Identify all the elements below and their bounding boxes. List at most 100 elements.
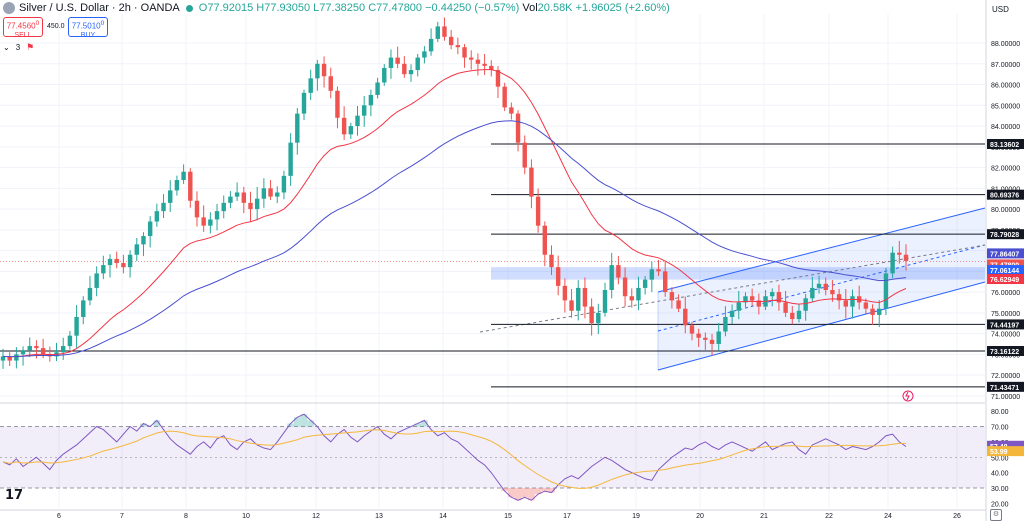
candle-body (810, 287, 815, 299)
candle-body (114, 258, 119, 264)
candle-body (188, 171, 193, 201)
sell-button[interactable]: 77.45600 SELL (3, 17, 43, 39)
alert-bolt-icon (905, 391, 910, 401)
ema-slow-line (2, 120, 907, 358)
volume-change: +1.96025 (+2.60%) (575, 2, 670, 14)
candle-body (642, 279, 648, 288)
price-label-text: 77.06144 (990, 268, 1019, 275)
candle-body (361, 105, 367, 116)
candle-body (562, 285, 568, 301)
ohlc-change: −0.44250 (−0.57%) (425, 2, 520, 14)
indicators-toggle[interactable]: ⌄ 3 ⚑ (3, 42, 34, 53)
candle-body (790, 312, 795, 320)
price-label-box (987, 265, 1024, 276)
candle-body (315, 63, 320, 79)
time-tick-label: 10 (242, 513, 250, 520)
candle-body (234, 192, 240, 197)
candle-body (107, 258, 113, 266)
candle-body (535, 196, 541, 226)
spread-value: 450.0 (47, 23, 65, 30)
candle-body (689, 325, 695, 334)
channel-fill (658, 208, 985, 370)
candle-body (154, 211, 160, 222)
candle-body (355, 115, 360, 127)
candle-body (743, 296, 748, 303)
price-label-box (987, 274, 1024, 285)
candle-body (616, 265, 621, 278)
price-tick-label: 74.00000 (991, 332, 1020, 339)
candle-body (308, 78, 313, 93)
dashed-trendline (479, 244, 986, 333)
candle-body (201, 217, 206, 226)
candle-body (67, 335, 73, 347)
candle-body (596, 312, 601, 324)
time-tick-label: 22 (825, 513, 833, 520)
sell-price: 77.4560 (6, 21, 36, 31)
candle-body (569, 300, 574, 311)
candle-body (816, 283, 822, 288)
candle-body (348, 126, 354, 135)
candle-body (469, 57, 474, 60)
symbol-title[interactable]: Silver / U.S. Dollar · 2h · OANDA (19, 2, 180, 14)
candle-body (609, 265, 614, 291)
time-tick-label: 6 (57, 513, 61, 520)
rsi-tick-label: 80.00 (991, 409, 1009, 416)
candle-body (830, 290, 835, 295)
price-tick-label: 80.00000 (991, 207, 1020, 214)
candle-body (127, 254, 133, 268)
settings-gear-icon[interactable]: ⚙ (990, 509, 1002, 521)
candle-body (60, 346, 66, 353)
candles (0, 17, 909, 369)
candle-body (555, 267, 561, 286)
symbol-logo-icon (3, 2, 15, 14)
candle-body (435, 26, 440, 39)
candle-body (736, 302, 741, 311)
ohlc-close: C77.47800 (368, 2, 423, 14)
candle-body (288, 142, 293, 176)
ohlc-high: H77.93050 (256, 2, 311, 14)
candle-body (20, 350, 26, 355)
candle-body (509, 107, 514, 114)
candle-body (836, 294, 842, 301)
price-tick-label: 76.00000 (991, 290, 1020, 297)
time-tick-label: 13 (375, 513, 383, 520)
candle-body (408, 70, 414, 75)
channel-upper-line (657, 207, 986, 293)
flag-icon[interactable]: ⚑ (26, 42, 35, 52)
candle-body (147, 221, 153, 237)
candle-body (883, 273, 889, 309)
candle-body (455, 45, 461, 48)
time-tick-label: 21 (760, 513, 768, 520)
candle-body (669, 292, 675, 301)
candle-body (629, 296, 634, 301)
candle-body (549, 254, 554, 268)
rsi-value-box (987, 446, 1024, 457)
candle-body (903, 254, 909, 261)
candle-body (542, 225, 548, 255)
buy-price-superscript: 0 (100, 20, 105, 27)
candle-body (723, 316, 728, 332)
candle-body (221, 202, 226, 212)
level-label-box (987, 138, 1024, 149)
candle-body (870, 308, 875, 315)
level-label-text: 80.69376 (990, 193, 1019, 200)
chart-header: Silver / U.S. Dollar · 2h · OANDA O77.92… (0, 0, 670, 16)
candle-body (134, 244, 139, 255)
price-tick-label: 87.00000 (991, 62, 1020, 69)
candle-body (709, 339, 715, 344)
candle-body (442, 26, 447, 37)
candle-body (489, 65, 494, 71)
candle-body (482, 63, 487, 66)
rsi-value-text: 53.99 (990, 449, 1008, 456)
candle-body (576, 287, 581, 311)
time-tick-label: 12 (312, 513, 320, 520)
candle-body (582, 287, 588, 307)
buy-button[interactable]: 77.50100 BUY (68, 17, 108, 39)
candle-body (515, 113, 521, 143)
level-label-box (987, 319, 1024, 330)
candle-body (121, 263, 126, 268)
candle-body (448, 36, 454, 46)
price-tick-label: 75.00000 (991, 311, 1020, 318)
time-tick-label: 17 (563, 513, 571, 520)
